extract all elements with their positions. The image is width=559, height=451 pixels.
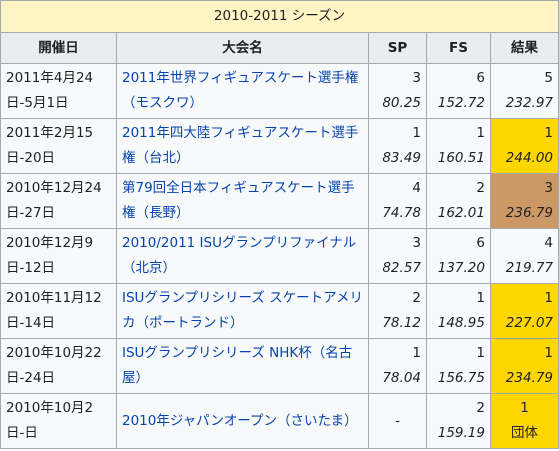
fs-rank: 1	[476, 290, 485, 306]
table-row: 2010年10月22日-24日 ISUグランプリシリーズ NHK杯（名古屋） 1…	[0, 338, 559, 394]
sp-score: 82.57	[382, 260, 421, 276]
sp-cell: 4 74.78	[368, 173, 427, 229]
result-rank: 1	[544, 125, 554, 141]
fs-rank: 1	[476, 345, 485, 361]
sp-rank: -	[395, 412, 400, 429]
fs-cell: 6 152.72	[426, 63, 491, 119]
date-cell: 2011年2月15日-20日	[0, 118, 117, 174]
sp-cell: 3 82.57	[368, 228, 427, 284]
result-rank: 1	[544, 290, 554, 306]
sp-cell: -	[368, 393, 427, 449]
sp-rank: 4	[412, 180, 421, 196]
result-score: 236.79	[505, 205, 554, 221]
sp-score: 74.78	[382, 205, 421, 221]
result-cell-gold: 1 227.07	[489, 283, 559, 339]
season-title: 2010-2011 シーズン	[0, 0, 559, 33]
result-cell: 4 219.77	[489, 228, 559, 284]
result-score: 219.77	[505, 260, 554, 276]
fs-score: 162.01	[437, 205, 485, 221]
header-result: 結果	[489, 32, 559, 64]
event-link[interactable]: 2010/2011 ISUグランプリファイナル（北京）	[122, 235, 357, 276]
result-score: 232.97	[505, 95, 554, 111]
season-header-row: 2010-2011 シーズン	[0, 0, 559, 33]
sp-score: 80.25	[382, 95, 421, 111]
result-cell: 5 232.97	[489, 63, 559, 119]
sp-score: 78.12	[382, 315, 421, 331]
fs-score: 137.20	[437, 260, 485, 276]
fs-cell: 1 148.95	[426, 283, 491, 339]
fs-score: 160.51	[437, 150, 485, 166]
sp-rank: 1	[412, 125, 421, 141]
table-row: 2010年12月24日-27日 第79回全日本フィギュアスケート選手権（長野） …	[0, 173, 559, 229]
sp-rank: 2	[412, 290, 421, 306]
result-cell-gold: 1 244.00	[489, 118, 559, 174]
fs-rank: 2	[476, 180, 485, 196]
column-header-row: 開催日 大会名 SP FS 結果	[0, 32, 559, 64]
event-cell: ISUグランプリシリーズ NHK杯（名古屋）	[116, 338, 369, 394]
table-row: 2010年12月9日-12日 2010/2011 ISUグランプリファイナル（北…	[0, 228, 559, 284]
event-link[interactable]: ISUグランプリシリーズ NHK杯（名古屋）	[122, 345, 353, 386]
event-cell: ISUグランプリシリーズ スケートアメリカ（ポートランド）	[116, 283, 369, 339]
header-event: 大会名	[116, 32, 369, 64]
event-link[interactable]: 2011年世界フィギュアスケート選手権（モスクワ）	[122, 70, 359, 111]
result-rank: 3	[544, 180, 554, 196]
event-link[interactable]: 2011年四大陸フィギュアスケート選手権（台北）	[122, 125, 359, 166]
sp-rank: 3	[412, 235, 421, 251]
result-cell-gold: 1 234.79	[489, 338, 559, 394]
sp-rank: 3	[412, 70, 421, 86]
table-row: 2011年4月24日-5月1日 2011年世界フィギュアスケート選手権（モスクワ…	[0, 63, 559, 119]
result-score: 244.00	[505, 150, 554, 166]
fs-cell: 1 160.51	[426, 118, 491, 174]
fs-score: 148.95	[437, 315, 485, 331]
sp-cell: 1 78.04	[368, 338, 427, 394]
fs-cell: 6 137.20	[426, 228, 491, 284]
sp-cell: 3 80.25	[368, 63, 427, 119]
table-row: 2010年11月12日-14日 ISUグランプリシリーズ スケートアメリカ（ポー…	[0, 283, 559, 339]
fs-rank: 1	[476, 125, 485, 141]
table-row: 2010年10月2日-日 2010年ジャパンオープン（さいたま） - 2 159.…	[0, 393, 559, 449]
result-rank: 5	[544, 70, 554, 86]
fs-rank: 6	[476, 70, 485, 86]
result-score: 227.07	[505, 315, 554, 331]
result-score: 234.79	[505, 370, 554, 386]
result-cell-bronze: 3 236.79	[489, 173, 559, 229]
date-cell: 2010年10月2日-日	[0, 393, 117, 449]
event-cell: 2011年世界フィギュアスケート選手権（モスクワ）	[116, 63, 369, 119]
fs-cell: 2 162.01	[426, 173, 491, 229]
table-row: 2011年2月15日-20日 2011年四大陸フィギュアスケート選手権（台北） …	[0, 118, 559, 174]
date-cell: 2011年4月24日-5月1日	[0, 63, 117, 119]
sp-score: 83.49	[382, 150, 421, 166]
header-fs: FS	[426, 32, 491, 64]
fs-rank: 6	[476, 235, 485, 251]
result-rank: 1	[520, 400, 529, 416]
date-cell: 2010年12月9日-12日	[0, 228, 117, 284]
date-cell: 2010年10月22日-24日	[0, 338, 117, 394]
event-cell: 第79回全日本フィギュアスケート選手権（長野）	[116, 173, 369, 229]
event-cell: 2011年四大陸フィギュアスケート選手権（台北）	[116, 118, 369, 174]
fs-cell: 2 159.19	[426, 393, 491, 449]
date-cell: 2010年11月12日-14日	[0, 283, 117, 339]
sp-cell: 2 78.12	[368, 283, 427, 339]
event-link[interactable]: 2010年ジャパンオープン（さいたま）	[122, 412, 358, 429]
date-cell: 2010年12月24日-27日	[0, 173, 117, 229]
fs-cell: 1 156.75	[426, 338, 491, 394]
sp-cell: 1 83.49	[368, 118, 427, 174]
event-link[interactable]: 第79回全日本フィギュアスケート選手権（長野）	[122, 180, 355, 221]
sp-score: 78.04	[382, 370, 421, 386]
result-cell-gold: 1 団体	[489, 393, 559, 449]
fs-score: 156.75	[437, 370, 485, 386]
result-rank: 1	[544, 345, 554, 361]
event-cell: 2010年ジャパンオープン（さいたま）	[116, 393, 369, 449]
fs-score: 159.19	[437, 425, 485, 441]
result-team-label: 団体	[511, 425, 538, 441]
sp-rank: 1	[412, 345, 421, 361]
header-sp: SP	[368, 32, 427, 64]
fs-score: 152.72	[437, 95, 485, 111]
event-link[interactable]: ISUグランプリシリーズ スケートアメリカ（ポートランド）	[122, 290, 363, 331]
fs-rank: 2	[476, 400, 485, 416]
header-date: 開催日	[0, 32, 117, 64]
result-rank: 4	[544, 235, 554, 251]
event-cell: 2010/2011 ISUグランプリファイナル（北京）	[116, 228, 369, 284]
